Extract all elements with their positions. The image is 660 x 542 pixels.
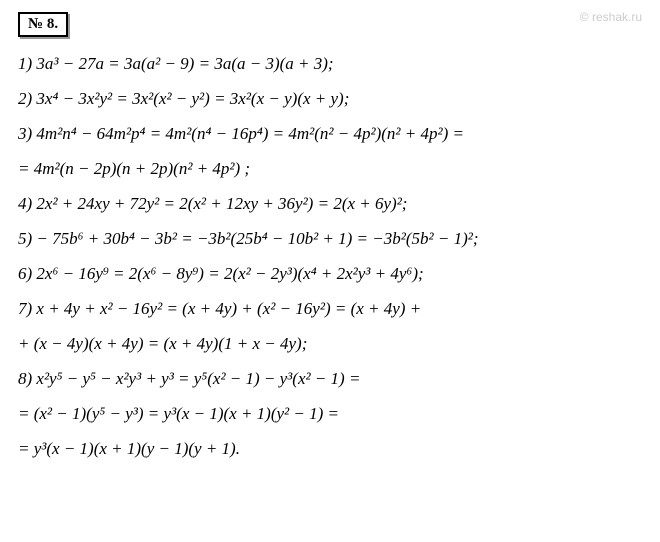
problem-badge: № 8.	[18, 12, 68, 37]
watermark: © reshak.ru	[580, 10, 642, 24]
solution-line: 1) 3a³ − 27a = 3a(a² − 9) = 3a(a − 3)(a …	[18, 47, 642, 81]
solution-line: 6) 2x⁶ − 16y⁹ = 2(x⁶ − 8y⁹) = 2(x² − 2y³…	[18, 257, 642, 291]
solution-line: + (x − 4y)(x + 4y) = (x + 4y)(1 + x − 4y…	[18, 327, 642, 361]
solution-line: = y³(x − 1)(x + 1)(y − 1)(y + 1).	[18, 432, 642, 466]
solution-line: 4) 2x² + 24xy + 72y² = 2(x² + 12xy + 36y…	[18, 187, 642, 221]
solution-line: 8) x²y⁵ − y⁵ − x²y³ + y³ = y⁵(x² − 1) − …	[18, 362, 642, 396]
solution-line: = (x² − 1)(y⁵ − y³) = y³(x − 1)(x + 1)(y…	[18, 397, 642, 431]
solution-line: 5) − 75b⁶ + 30b⁴ − 3b² = −3b²(25b⁴ − 10b…	[18, 222, 642, 256]
solution-line: 2) 3x⁴ − 3x²y² = 3x²(x² − y²) = 3x²(x − …	[18, 82, 642, 116]
solution-line: = 4m²(n − 2p)(n + 2p)(n² + 4p²) ;	[18, 152, 642, 186]
solution-content: 1) 3a³ − 27a = 3a(a² − 9) = 3a(a − 3)(a …	[18, 47, 642, 466]
solution-line: 3) 4m²n⁴ − 64m²p⁴ = 4m²(n⁴ − 16p⁴) = 4m²…	[18, 117, 642, 151]
solution-line: 7) x + 4y + x² − 16y² = (x + 4y) + (x² −…	[18, 292, 642, 326]
badge-label: № 8.	[28, 16, 58, 32]
